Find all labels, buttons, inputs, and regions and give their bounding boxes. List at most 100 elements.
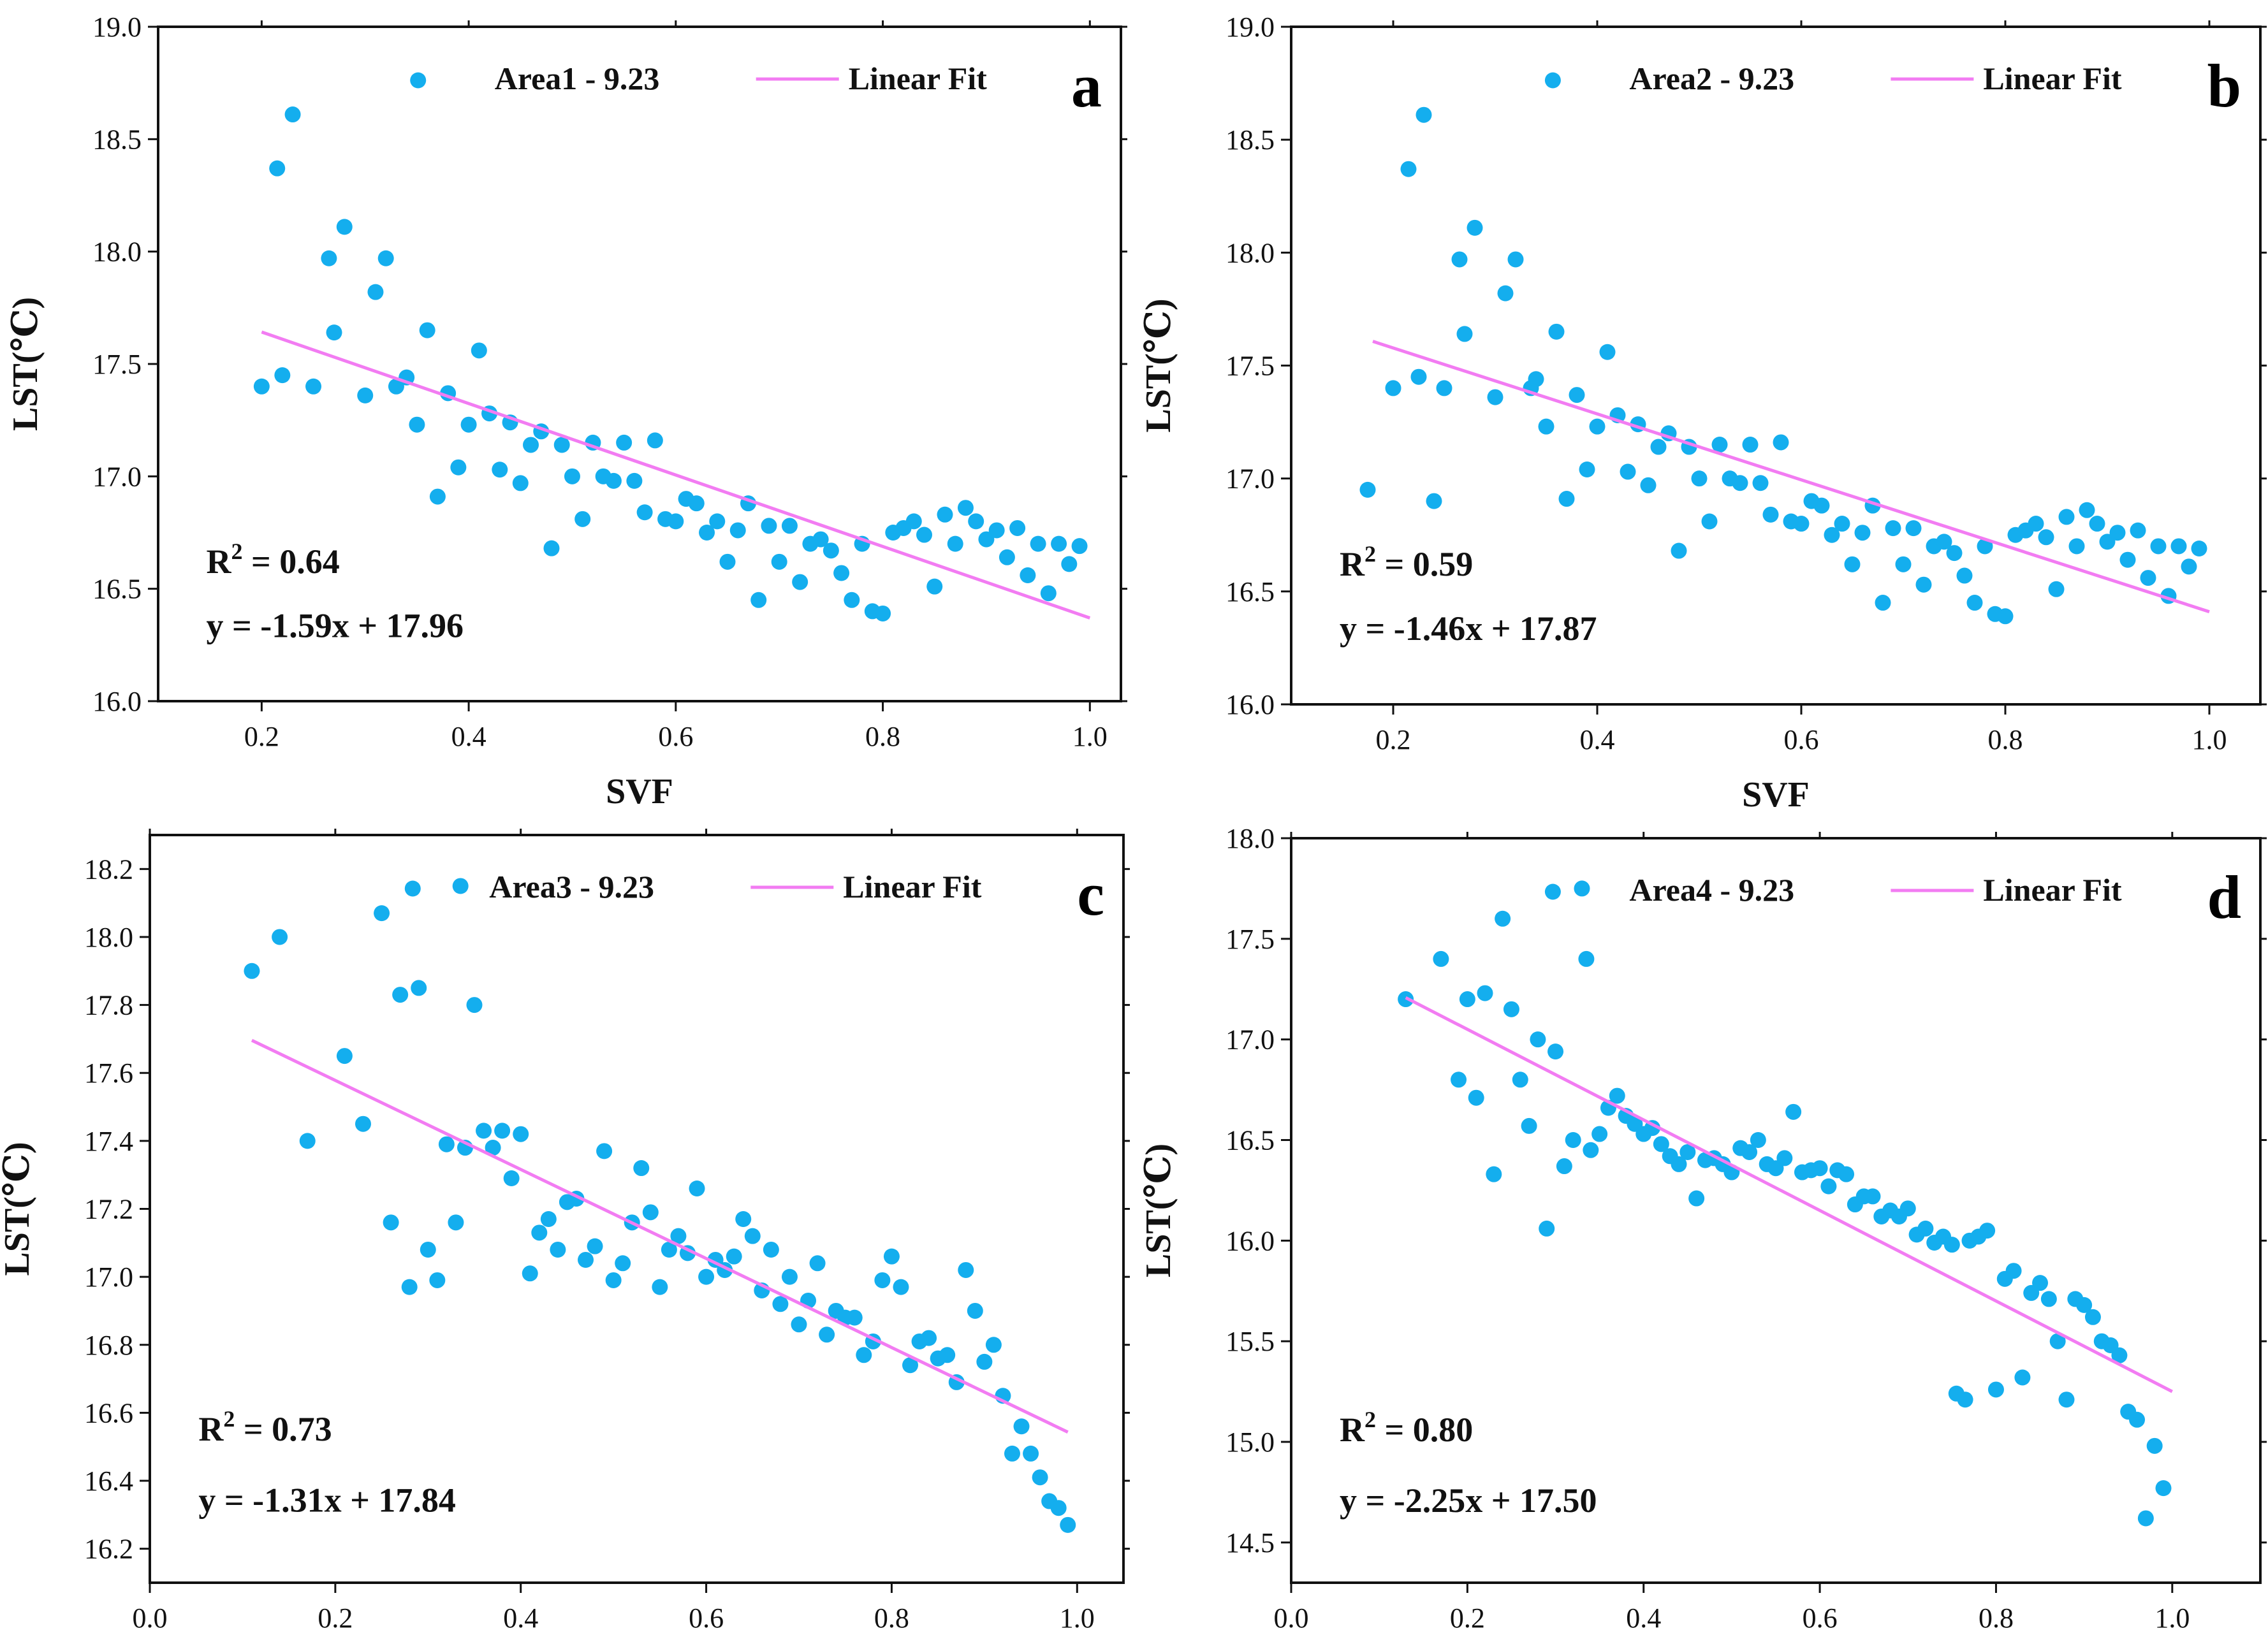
data-point bbox=[2084, 1309, 2101, 1325]
data-point bbox=[750, 592, 767, 608]
x-axis-label: SVF bbox=[606, 772, 673, 811]
panel-label: b bbox=[2207, 52, 2241, 120]
data-point bbox=[1997, 608, 2014, 625]
y-tick-label: 18.5 bbox=[1225, 124, 1275, 156]
legend-marker bbox=[1544, 883, 1561, 900]
data-point bbox=[1495, 910, 1511, 927]
data-point bbox=[383, 1214, 399, 1231]
r-symbol: R bbox=[198, 1410, 224, 1448]
panel-b: 0.2 0.4 0.6 0.8 1.0 16.0 16.5 17.0 17.5 18.0 18.5 1… bbox=[1139, 11, 2267, 815]
data-point bbox=[2048, 581, 2065, 597]
x-tick-label: 1.0 bbox=[1072, 721, 1108, 752]
y-tick-label: 17.0 bbox=[1225, 1024, 1275, 1056]
data-point bbox=[419, 322, 435, 338]
x-tick-label: 0.2 bbox=[1376, 724, 1411, 755]
data-point bbox=[1943, 1237, 1960, 1253]
data-point bbox=[2181, 558, 2197, 575]
x-axis-label: SVF bbox=[1742, 775, 1810, 815]
legend-fit-label: Linear Fit bbox=[1983, 61, 2121, 96]
y-tick-label: 19.0 bbox=[1225, 11, 1275, 43]
data-point bbox=[1679, 1144, 1696, 1160]
data-point bbox=[823, 542, 839, 559]
data-point bbox=[2079, 502, 2095, 518]
data-point bbox=[792, 574, 808, 590]
x-tick-label: 0.8 bbox=[865, 721, 900, 752]
data-point bbox=[1032, 1469, 1048, 1486]
data-point bbox=[392, 987, 409, 1003]
x-tick-label: 0.4 bbox=[451, 721, 487, 752]
legend-fit-label: Linear Fit bbox=[1983, 872, 2121, 908]
data-point bbox=[2049, 1333, 2066, 1349]
x-tick-label: 0.2 bbox=[244, 721, 279, 752]
data-point bbox=[893, 1279, 909, 1295]
y-tick-label: 16.0 bbox=[1225, 1225, 1275, 1256]
data-point bbox=[772, 1296, 789, 1312]
data-point bbox=[336, 219, 353, 235]
y-tick-label: 14.5 bbox=[1225, 1527, 1275, 1558]
data-point bbox=[578, 1251, 594, 1268]
x-tick-label: 0.2 bbox=[318, 1602, 353, 1634]
data-point bbox=[781, 1268, 798, 1285]
data-point bbox=[336, 1048, 353, 1064]
x-tick-label: 0.4 bbox=[1580, 724, 1615, 755]
data-point bbox=[1917, 1220, 1934, 1237]
data-point bbox=[1650, 439, 1667, 455]
panel-a: 0.2 0.4 0.6 0.8 1.0 16.0 16.5 17.0 17.5 18.0 18.5 1… bbox=[6, 11, 1127, 811]
plot-frame bbox=[1290, 25, 2262, 706]
data-point bbox=[1020, 567, 1036, 584]
data-point bbox=[553, 437, 570, 453]
data-point bbox=[1060, 1516, 1076, 1533]
data-point bbox=[522, 1265, 538, 1282]
data-point bbox=[699, 525, 715, 541]
legend-series-label: Area1 - 9.23 bbox=[495, 61, 660, 96]
x-tick-label: 0.6 bbox=[1803, 1602, 1838, 1634]
data-point bbox=[2191, 541, 2207, 557]
data-point bbox=[326, 324, 342, 341]
y-tick-label: 16.6 bbox=[84, 1397, 133, 1428]
data-point bbox=[587, 1238, 603, 1254]
data-point bbox=[1762, 506, 1779, 523]
data-point bbox=[274, 367, 291, 384]
data-point bbox=[1966, 595, 1983, 611]
x-tick-label: 0.2 bbox=[1450, 1602, 1485, 1634]
data-point bbox=[305, 378, 322, 395]
data-point bbox=[1773, 434, 1789, 451]
data-point bbox=[1834, 516, 1850, 532]
data-point bbox=[1946, 545, 1963, 562]
data-point bbox=[2076, 1297, 2093, 1313]
data-point bbox=[1071, 538, 1088, 555]
data-point bbox=[1820, 1178, 1837, 1195]
data-point bbox=[299, 1133, 316, 1149]
y-tick-label: 16.4 bbox=[84, 1465, 133, 1497]
data-point bbox=[1957, 1391, 1973, 1408]
data-point bbox=[450, 459, 467, 476]
y-tick-label: 17.5 bbox=[92, 349, 142, 380]
data-point bbox=[512, 475, 529, 491]
regression-equation: y = -1.59x + 17.96 bbox=[207, 606, 464, 644]
fit-line bbox=[251, 1038, 1069, 1434]
data-point bbox=[1359, 481, 1376, 498]
data-point bbox=[1776, 1150, 1793, 1166]
legend-series-label: Area2 - 9.23 bbox=[1629, 61, 1794, 96]
data-point bbox=[1844, 556, 1861, 572]
x-tick-label: 0.4 bbox=[1626, 1602, 1661, 1634]
data-point bbox=[1977, 538, 1993, 555]
data-point bbox=[875, 605, 891, 621]
y-tick-label: 16.0 bbox=[1225, 689, 1275, 720]
data-point bbox=[1051, 535, 1067, 552]
data-point bbox=[1813, 497, 1830, 514]
data-point bbox=[2146, 1437, 2163, 1454]
data-point bbox=[1547, 1043, 1564, 1060]
data-point bbox=[550, 1241, 566, 1258]
data-point bbox=[409, 416, 425, 433]
data-point bbox=[374, 905, 390, 922]
panel-c: 0.0 0.2 0.4 0.6 0.8 1.0 16.2 16.4 16.6 16.8 17.0 17… bbox=[0, 829, 1130, 1634]
data-point bbox=[1653, 1136, 1669, 1152]
data-point bbox=[1539, 1220, 1555, 1237]
regression-equation: y = -2.25x + 17.50 bbox=[1340, 1481, 1597, 1520]
data-point bbox=[2130, 522, 2146, 539]
data-point bbox=[947, 535, 963, 552]
data-point bbox=[1854, 525, 1871, 541]
y-tick-label: 17.0 bbox=[1225, 463, 1275, 495]
panel-d: 0.0 0.2 0.4 0.6 0.8 1.0 14.5 15.0 15.5 16.0 16.5 17… bbox=[1139, 823, 2267, 1634]
